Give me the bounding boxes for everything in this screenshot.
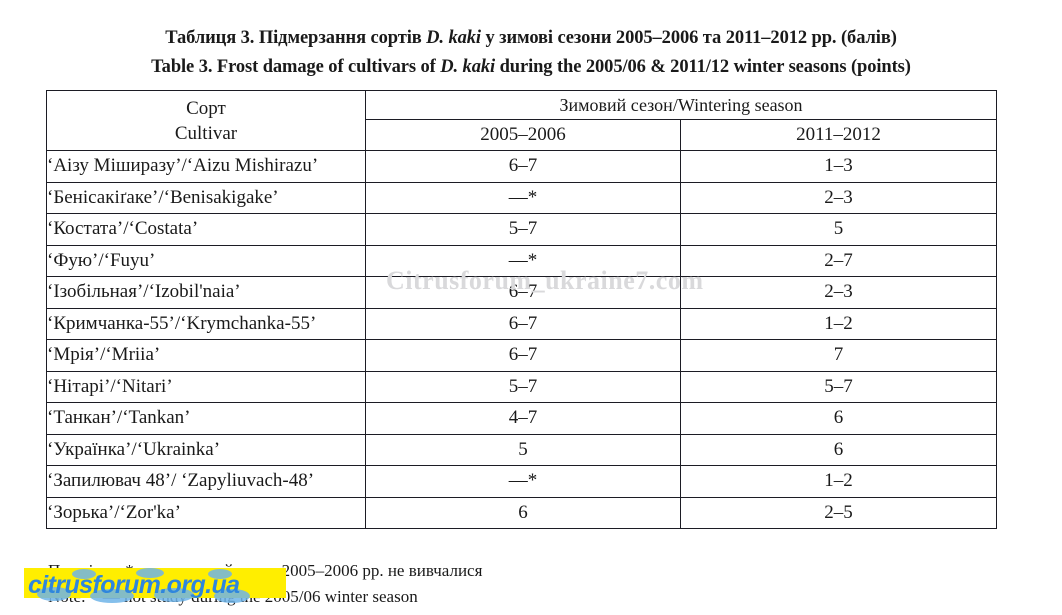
cell-season-1: 6–7	[365, 276, 681, 309]
table-row: ‘Бенісакіґаке’/‘Benisakigake’ —* 2–3	[46, 181, 998, 214]
header-row-top: Сорт Cultivar Зимовий сезон/Wintering se…	[46, 90, 998, 151]
cell-season-1: —*	[365, 244, 681, 277]
frost-damage-table: Сорт Cultivar Зимовий сезон/Wintering se…	[46, 90, 998, 529]
cell-season-2: 2–3	[679, 181, 998, 214]
caption-uk-species: D. kaki	[426, 28, 481, 48]
table-row: ‘Фую’/‘Fuyu’ —* 2–7	[46, 244, 998, 277]
cell-cultivar: ‘Кримчанка-55’/‘Krymchanka-55’	[46, 307, 366, 340]
column-header-cultivar: Сорт Cultivar	[46, 90, 366, 151]
cell-season-2: 5–7	[679, 370, 998, 403]
cell-cultivar: ‘Зорька’/‘Zor'ka’	[46, 496, 366, 529]
caption-en-post: during the 2005/06 & 2011/12 winter seas…	[495, 57, 911, 77]
cell-season-2: 6	[679, 402, 998, 435]
table-row: ‘Ізобільная’/‘Izobil'naia’ 6–7 2–3	[46, 276, 998, 309]
footnote-ukrainian: Примітка: * — у зимовий сезон 2005–2006 …	[48, 561, 483, 580]
cell-season-1: 5–7	[365, 370, 681, 403]
cell-season-1: 6–7	[365, 307, 681, 340]
table-caption: Таблиця 3. Підмерзання сортів D. kaki у …	[0, 24, 1062, 82]
cell-season-2: 6	[679, 433, 998, 466]
table-row: ‘Запилювач 48’/ ‘Zapyliuvach-48’ —* 1–2	[46, 465, 998, 498]
cell-cultivar: ‘Танкан’/‘Tankan’	[46, 402, 366, 435]
table-row: ‘Українка’/‘Ukrainka’ 5 6	[46, 433, 998, 466]
table-row: ‘Зорька’/‘Zor'ka’ 6 2–5	[46, 496, 998, 529]
table-row: ‘Аізу Міширазу’/‘Aizu Mishirazu’ 6–7 1–3	[46, 150, 998, 183]
cell-season-2: 1–3	[679, 150, 998, 183]
table-row: ‘Кримчанка-55’/‘Krymchanka-55’ 6–7 1–2	[46, 307, 998, 340]
table-row: ‘Нітарі’/‘Nitari’ 5–7 5–7	[46, 370, 998, 403]
caption-en-pre: Table 3. Frost damage of cultivars of	[151, 57, 441, 77]
column-header-season-2005-2006: 2005–2006	[365, 119, 681, 151]
caption-uk-post: у зимові сезони 2005–2006 та 2011–2012 р…	[480, 28, 897, 48]
cell-cultivar: ‘Запилювач 48’/ ‘Zapyliuvach-48’	[46, 465, 366, 498]
cell-season-2: 1–2	[679, 465, 998, 498]
cell-cultivar: ‘Бенісакіґаке’/‘Benisakigake’	[46, 181, 366, 214]
cell-cultivar: ‘Мрія’/‘Mriia’	[46, 339, 366, 372]
column-header-season-2011-2012: 2011–2012	[679, 119, 998, 151]
table-body: ‘Аізу Міширазу’/‘Aizu Mishirazu’ 6–7 1–3…	[46, 150, 998, 529]
cell-cultivar: ‘Аізу Міширазу’/‘Aizu Mishirazu’	[46, 150, 366, 183]
cell-season-1: 5–7	[365, 213, 681, 246]
cell-cultivar: ‘Нітарі’/‘Nitari’	[46, 370, 366, 403]
footnote-english: Note: * — not study during the 2005/06 w…	[48, 587, 418, 606]
caption-uk-pre: Таблиця 3. Підмерзання сортів	[165, 28, 427, 48]
table-header: Сорт Cultivar Зимовий сезон/Wintering se…	[46, 90, 998, 151]
cell-season-1: 6–7	[365, 339, 681, 372]
cell-season-1: 6–7	[365, 150, 681, 183]
caption-line-ukrainian: Таблиця 3. Підмерзання сортів D. kaki у …	[0, 24, 1062, 53]
cell-season-1: —*	[365, 465, 681, 498]
caption-line-english: Table 3. Frost damage of cultivars of D.…	[0, 53, 1062, 82]
table-row: ‘Мрія’/‘Mriia’ 6–7 7	[46, 339, 998, 372]
cell-season-1: 5	[365, 433, 681, 466]
header-row-bottom: 2005–2006 2011–2012	[47, 119, 998, 151]
cell-season-1: —*	[365, 181, 681, 214]
table-row: ‘Танкан’/‘Tankan’ 4–7 6	[46, 402, 998, 435]
table-row: ‘Костата’/‘Costata’ 5–7 5	[46, 213, 998, 246]
column-header-season-group: Зимовий сезон/Wintering season	[364, 90, 998, 120]
cell-season-2: 5	[679, 213, 998, 246]
cell-season-2: 2–7	[679, 244, 998, 277]
cell-season-2: 7	[679, 339, 998, 372]
column-header-cultivar-en: Cultivar	[174, 122, 238, 144]
cell-season-1: 4–7	[365, 402, 681, 435]
frost-damage-table-container: Сорт Cultivar Зимовий сезон/Wintering se…	[46, 90, 998, 529]
column-header-cultivar-uk: Сорт	[186, 97, 226, 119]
cell-cultivar: ‘Ізобільная’/‘Izobil'naia’	[46, 276, 366, 309]
cell-cultivar: ‘Костата’/‘Costata’	[46, 213, 366, 246]
table-footnotes: Примітка: * — у зимовий сезон 2005–2006 …	[48, 558, 748, 610]
caption-en-species: D. kaki	[440, 57, 496, 77]
cell-season-1: 6	[365, 496, 681, 529]
cell-season-2: 2–5	[679, 496, 998, 529]
cell-cultivar: ‘Фую’/‘Fuyu’	[46, 244, 366, 277]
cell-season-2: 1–2	[679, 307, 998, 340]
cell-season-2: 2–3	[679, 276, 998, 309]
cell-cultivar: ‘Українка’/‘Ukrainka’	[46, 433, 366, 466]
